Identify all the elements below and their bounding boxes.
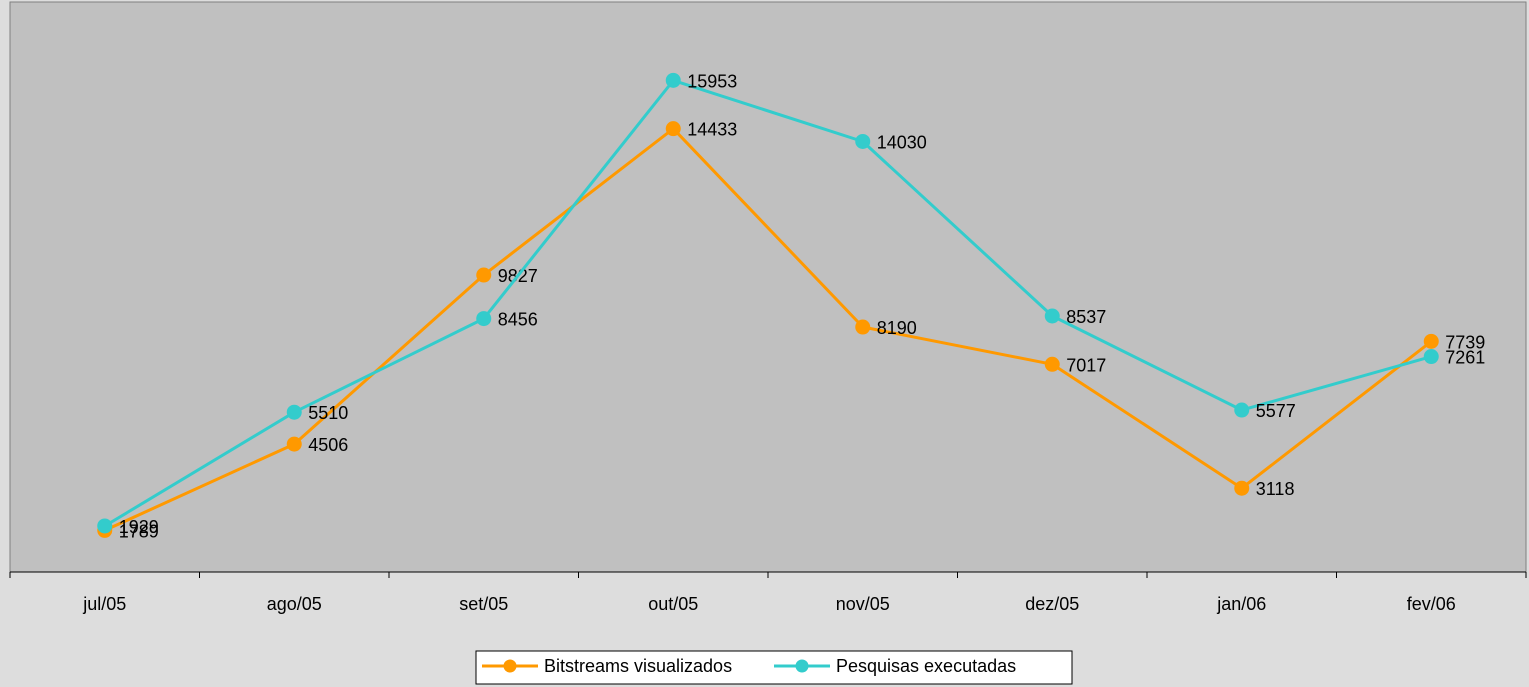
data-point: [665, 72, 681, 88]
data-point: [476, 311, 492, 327]
x-tick-label: dez/05: [1025, 594, 1079, 614]
legend-label: Pesquisas executadas: [836, 656, 1016, 676]
x-tick-label: fev/06: [1407, 594, 1456, 614]
legend: Bitstreams visualizados Pesquisas executa…: [475, 650, 1073, 685]
legend-item: Bitstreams visualizados: [482, 656, 732, 676]
series-line: [104, 78, 1432, 528]
x-tick-label: ago/05: [267, 594, 322, 614]
data-label: 14030: [877, 132, 927, 152]
legend-marker: [503, 659, 517, 673]
data-label: 5510: [308, 403, 348, 423]
data-point: [1044, 308, 1060, 324]
legend-label: Bitstreams visualizados: [544, 656, 732, 676]
data-point: [286, 404, 302, 420]
legend-item: Pesquisas executadas: [774, 656, 1016, 676]
x-tick-label: set/05: [459, 594, 508, 614]
series-layer: 1789450698271443381907017311877391929551…: [97, 71, 1485, 541]
data-point: [97, 518, 113, 534]
data-label: 7739: [1445, 332, 1485, 352]
data-label: 5577: [1256, 401, 1296, 421]
data-label: 1929: [119, 517, 159, 537]
x-tick-label: nov/05: [836, 594, 890, 614]
x-tick-label: out/05: [648, 594, 698, 614]
x-axis-ticks: [9, 572, 1527, 578]
x-tick-label: jul/05: [82, 594, 126, 614]
data-label: 7261: [1445, 348, 1485, 368]
data-point: [855, 319, 871, 335]
data-label: 8190: [877, 318, 917, 338]
data-label: 8537: [1066, 307, 1106, 327]
data-label: 8456: [498, 310, 538, 330]
data-point: [476, 267, 492, 283]
data-point: [1234, 402, 1250, 418]
x-tick-label: jan/06: [1216, 594, 1266, 614]
data-label: 3118: [1256, 479, 1295, 499]
data-label: 7017: [1066, 355, 1106, 375]
data-label: 4506: [308, 435, 348, 455]
data-point: [1423, 349, 1439, 365]
data-point: [1044, 356, 1060, 372]
plot-area: [9, 1, 1527, 573]
data-point: [665, 121, 681, 137]
data-label: 1789: [119, 521, 159, 541]
data-label: 15953: [687, 71, 737, 91]
x-axis-tick-labels: jul/05 ago/05 set/05 out/05 nov/05 dez/05 jan/…: [82, 594, 1456, 614]
data-point: [1234, 480, 1250, 496]
legend-marker: [795, 659, 809, 673]
data-point: [855, 133, 871, 149]
data-label: 14433: [687, 120, 737, 140]
series-2: 1929 5510 8456 15953 14030 8537 5577 7261: [97, 71, 1485, 537]
data-point: [1423, 333, 1439, 349]
data-point: [286, 436, 302, 452]
series-line: [104, 127, 1433, 532]
